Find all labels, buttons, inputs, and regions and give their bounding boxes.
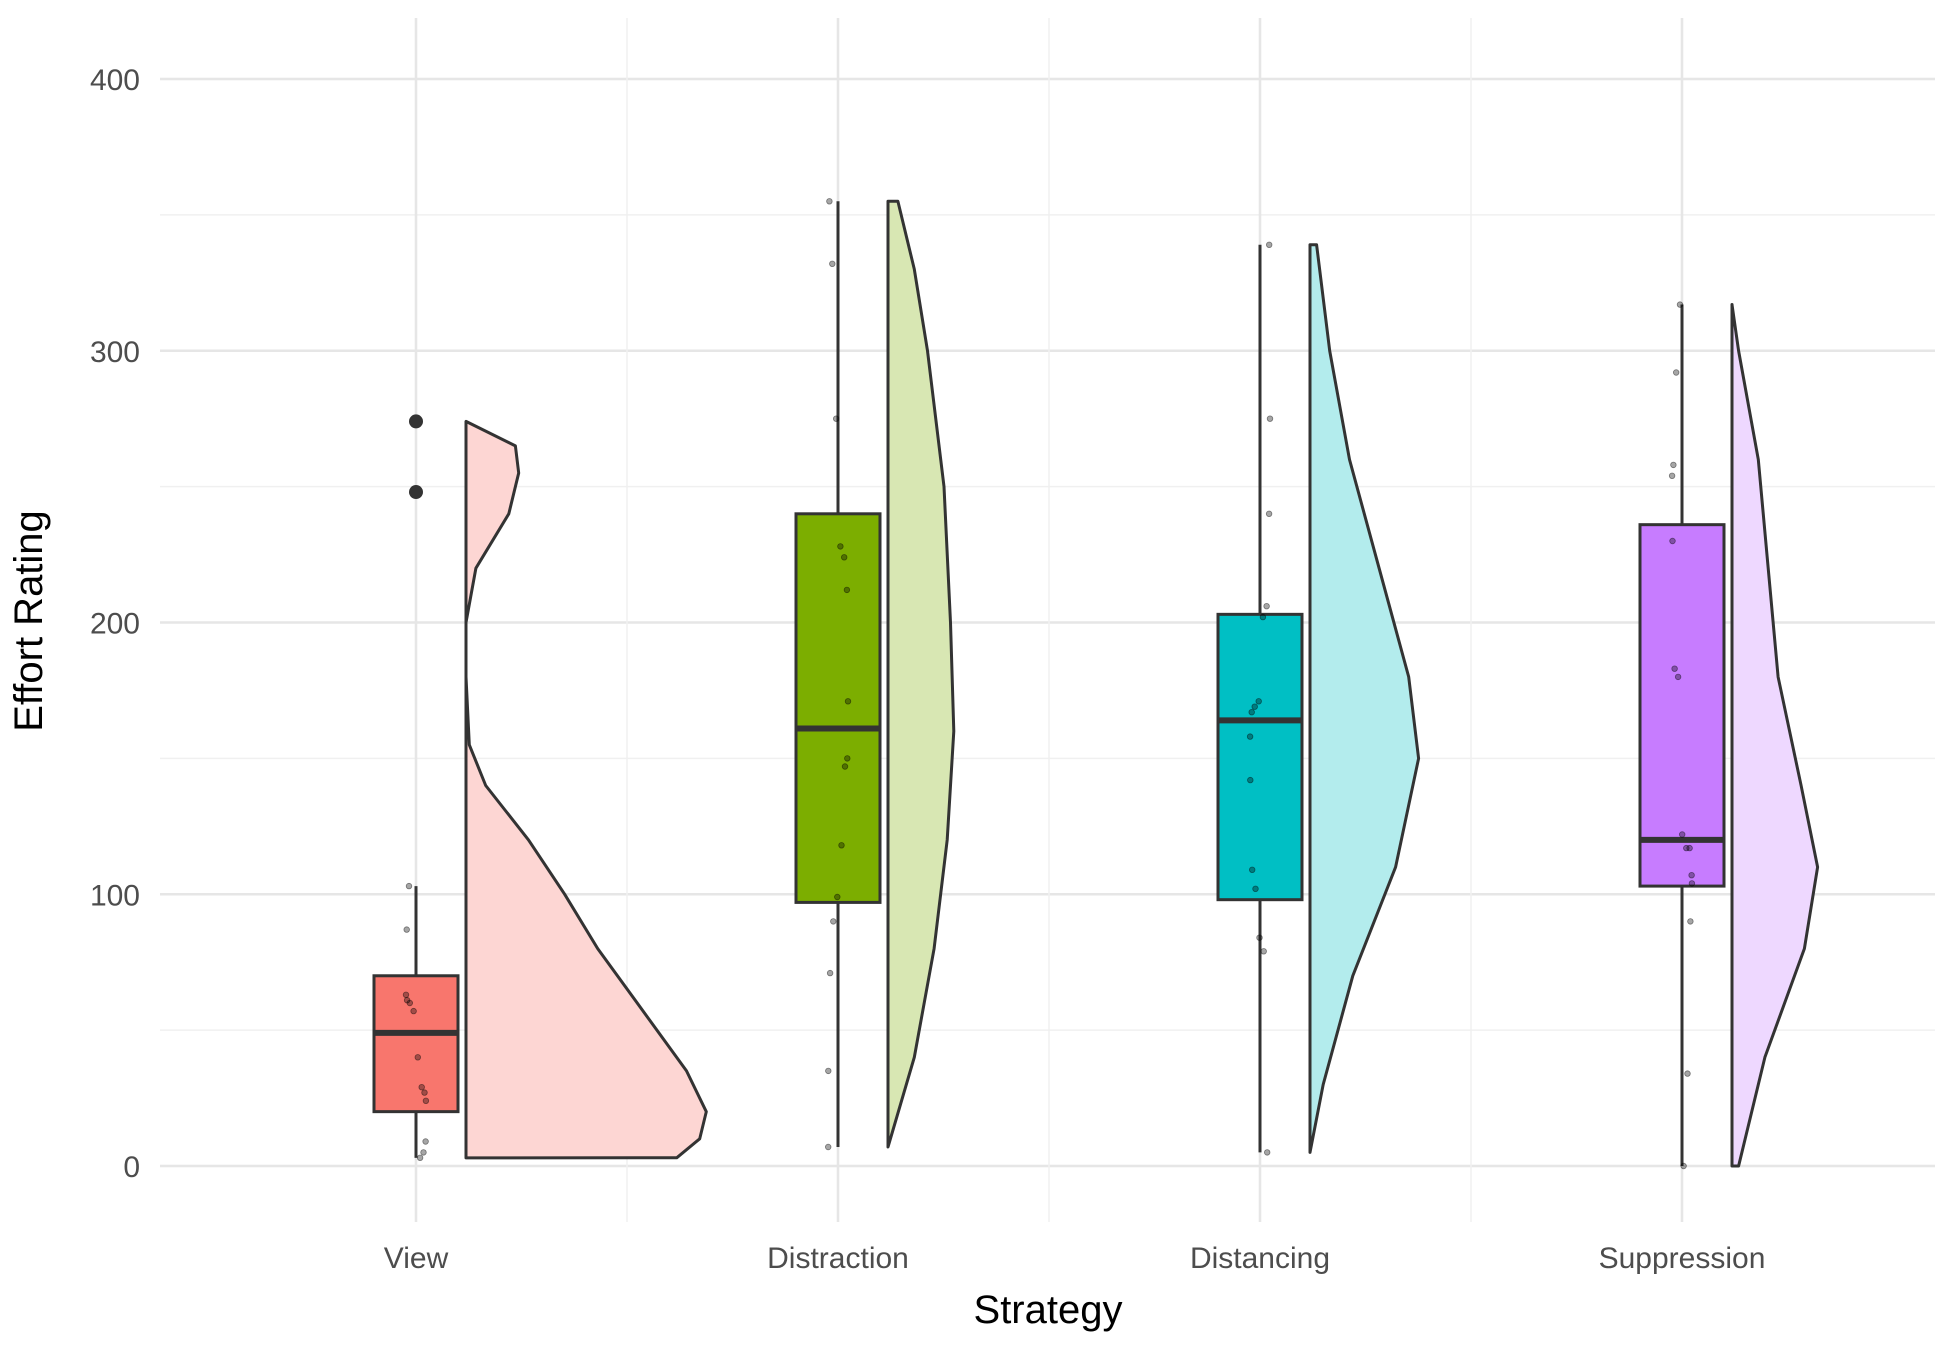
outlier-point — [409, 414, 423, 429]
box — [372, 974, 460, 1114]
y-axis-ticks: 0 100 200 300 400 — [90, 64, 140, 1184]
data-point — [1265, 510, 1273, 517]
data-point — [1671, 665, 1678, 672]
data-point — [834, 893, 841, 901]
data-point — [421, 1089, 428, 1096]
y-axis-title: Effort Rating — [7, 510, 51, 732]
y-tick-label: 0 — [123, 1151, 140, 1184]
data-point — [826, 198, 833, 205]
data-point — [1263, 603, 1270, 610]
y-tick-label: 400 — [90, 64, 140, 97]
data-point — [1676, 301, 1684, 308]
data-point — [825, 1067, 832, 1075]
data-point — [1674, 673, 1682, 681]
data-point — [418, 1083, 425, 1091]
x-tick-label: Distraction — [767, 1242, 909, 1275]
data-point — [414, 1054, 421, 1061]
data-point — [403, 997, 411, 1004]
x-tick-label: View — [384, 1242, 449, 1275]
data-point — [1246, 733, 1254, 740]
data-point — [416, 1154, 424, 1161]
data-point — [837, 543, 844, 550]
data-point — [844, 755, 851, 762]
data-point — [1256, 934, 1263, 941]
density-shape — [886, 199, 956, 1149]
data-point — [1672, 369, 1680, 376]
group-view — [372, 414, 708, 1161]
x-tick-label: Distancing — [1190, 1242, 1330, 1275]
data-point — [1263, 1149, 1271, 1156]
box — [794, 512, 882, 904]
group-distancing — [1216, 241, 1421, 1156]
data-point — [1266, 415, 1274, 422]
data-point — [1688, 872, 1695, 879]
data-point — [1670, 461, 1677, 469]
group-suppression — [1638, 301, 1820, 1170]
data-point — [838, 842, 845, 849]
data-point — [1248, 866, 1256, 873]
data-point — [422, 1138, 429, 1145]
data-point — [1683, 844, 1690, 852]
box — [1216, 612, 1304, 902]
data-point — [410, 1007, 417, 1015]
group-distraction — [794, 198, 956, 1151]
data-point — [1678, 831, 1686, 838]
density-shape — [1308, 243, 1421, 1154]
density-shape — [464, 419, 708, 1160]
data-point — [844, 698, 852, 705]
data-point — [833, 415, 840, 422]
data-point — [830, 918, 837, 925]
y-tick-label: 300 — [90, 336, 140, 369]
y-tick-label: 200 — [90, 608, 140, 641]
data-point — [1686, 844, 1693, 852]
data-point — [843, 586, 851, 594]
data-point — [406, 999, 413, 1007]
data-point — [829, 260, 836, 267]
data-point — [841, 554, 848, 561]
data-point — [420, 1149, 427, 1156]
density-shape — [1730, 303, 1820, 1168]
data-point — [841, 763, 849, 770]
data-point — [422, 1097, 430, 1104]
data-point — [1255, 698, 1262, 705]
data-point — [1251, 703, 1258, 710]
data-point — [1247, 776, 1254, 784]
x-axis-title: Strategy — [974, 1288, 1123, 1332]
x-axis-ticks: View Distraction Distancing Suppression — [384, 1242, 1766, 1275]
data-point — [1669, 537, 1676, 545]
plot-groups — [372, 198, 1820, 1170]
data-point — [1668, 472, 1676, 479]
box — [1638, 523, 1726, 888]
data-point — [1687, 918, 1694, 925]
data-point — [826, 969, 834, 977]
data-point — [1260, 948, 1267, 955]
data-point — [402, 991, 410, 998]
data-point — [405, 882, 413, 890]
data-point — [1252, 885, 1259, 892]
data-point — [1265, 241, 1273, 248]
data-point — [1259, 613, 1267, 621]
x-tick-label: Suppression — [1599, 1242, 1766, 1275]
y-tick-label: 100 — [90, 879, 140, 912]
outlier-point — [409, 485, 423, 500]
data-point — [1688, 880, 1696, 887]
data-point — [403, 926, 410, 933]
data-point — [1680, 1162, 1687, 1170]
data-point — [1248, 709, 1255, 716]
data-point — [1684, 1070, 1691, 1077]
data-point — [825, 1143, 832, 1151]
